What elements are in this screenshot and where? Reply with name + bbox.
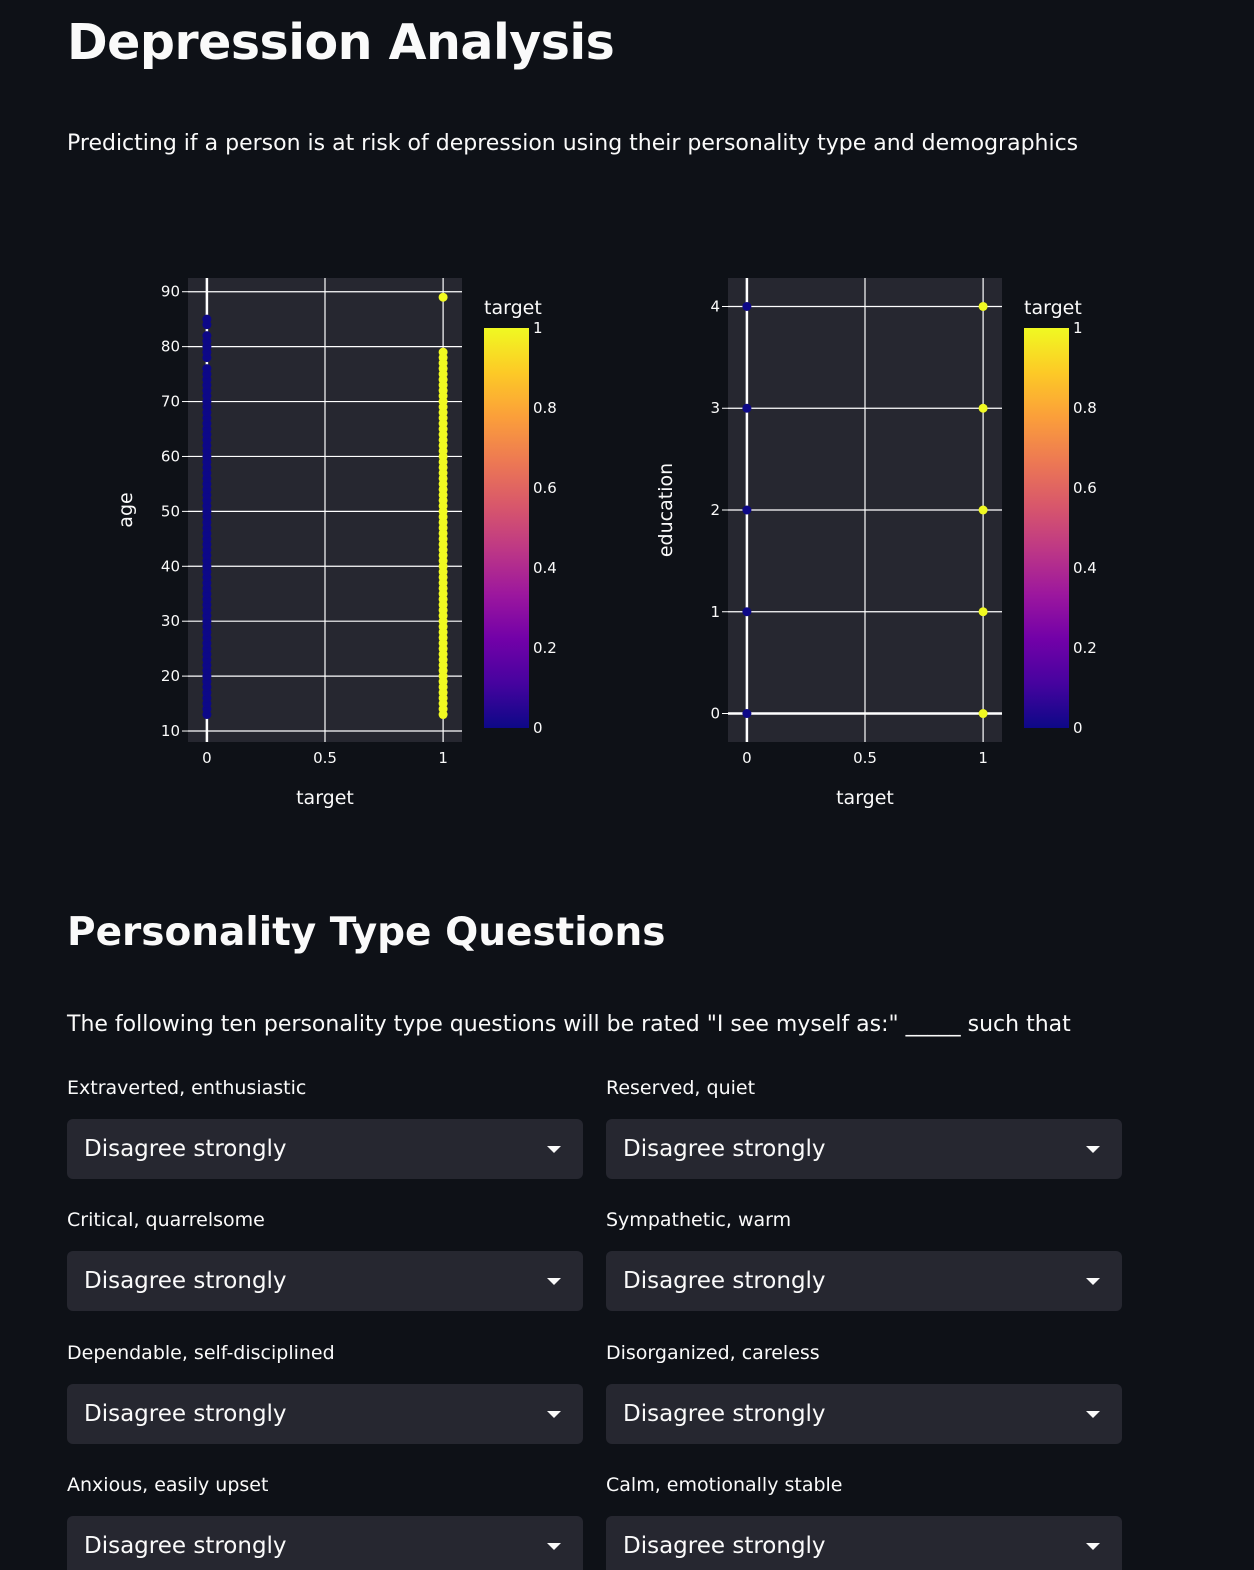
data-point: [978, 607, 988, 617]
select-calm[interactable]: Disagree strongly: [606, 1516, 1122, 1570]
x-tick-label: 1: [438, 749, 448, 767]
x-tick-label: 1: [978, 749, 988, 767]
x-axis-title: target: [836, 787, 894, 809]
page-subtitle: Predicting if a person is at risk of dep…: [67, 131, 1079, 156]
colorbar-tick-label: 0.8: [1073, 399, 1097, 417]
y-tick-label: 50: [161, 502, 180, 520]
question-label-calm: Calm, emotionally stable: [606, 1474, 843, 1496]
personality-intro: The following ten personality type quest…: [67, 1012, 1071, 1037]
select-sympathetic[interactable]: Disagree strongly: [606, 1251, 1122, 1311]
chevron-down-icon[interactable]: [547, 1411, 561, 1418]
select-reserved[interactable]: Disagree strongly: [606, 1119, 1122, 1179]
question-label-dependable: Dependable, self-disciplined: [67, 1342, 335, 1364]
data-point: [742, 403, 752, 413]
select-value: Disagree strongly: [84, 1401, 287, 1427]
chevron-down-icon[interactable]: [1086, 1146, 1100, 1153]
y-tick-label: 10: [161, 722, 180, 740]
y-tick-label: 2: [710, 501, 720, 519]
data-point: [978, 505, 988, 515]
personality-heading: Personality Type Questions: [67, 910, 666, 955]
data-point: [742, 709, 752, 719]
select-dependable[interactable]: Disagree strongly: [67, 1384, 583, 1444]
y-axis-title: education: [655, 463, 677, 557]
y-tick-label: 0: [710, 705, 720, 723]
data-point: [742, 607, 752, 617]
y-tick-label: 3: [710, 399, 720, 417]
education-scatter-chart[interactable]: 0 0.5 1 0 1 2 3 4 target education target 0 0.2 0.4 0.…: [640, 250, 1120, 834]
data-point: [202, 364, 212, 374]
age-scatter-chart[interactable]: 0 0.5 1 10 20 30 40 50 60 70 80 90 target age target 0 0…: [100, 250, 580, 834]
select-value: Disagree strongly: [623, 1533, 826, 1559]
data-point: [438, 292, 448, 302]
x-tick-label: 0: [202, 749, 212, 767]
colorbar-tick-label: 0.6: [533, 479, 557, 497]
select-value: Disagree strongly: [623, 1268, 826, 1294]
age-scatter-svg[interactable]: 0 0.5 1 10 20 30 40 50 60 70 80 90 target age target 0 0…: [100, 250, 580, 830]
colorbar: [484, 328, 529, 728]
chevron-down-icon[interactable]: [1086, 1278, 1100, 1285]
y-axis-title: age: [115, 492, 137, 527]
question-label-anxious: Anxious, easily upset: [67, 1474, 269, 1496]
data-point: [978, 403, 988, 413]
colorbar-tick-label: 0: [533, 719, 543, 737]
select-extraverted[interactable]: Disagree strongly: [67, 1119, 583, 1179]
colorbar-tick-label: 0.4: [533, 559, 557, 577]
colorbar-tick-label: 1: [533, 319, 543, 337]
colorbar: [1024, 328, 1069, 728]
select-value: Disagree strongly: [623, 1136, 826, 1162]
question-label-critical: Critical, quarrelsome: [67, 1209, 265, 1231]
colorbar-tick-label: 0.4: [1073, 559, 1097, 577]
data-point: [202, 331, 212, 341]
colorbar-tick-label: 1: [1073, 319, 1083, 337]
question-label-disorganized: Disorganized, careless: [606, 1342, 820, 1364]
colorbar-title: target: [484, 297, 542, 319]
colorbar-tick-label: 0: [1073, 719, 1083, 737]
y-tick-label: 80: [161, 338, 180, 356]
colorbar-tick-label: 0.6: [1073, 479, 1097, 497]
x-tick-label: 0.5: [313, 749, 337, 767]
select-critical[interactable]: Disagree strongly: [67, 1251, 583, 1311]
chevron-down-icon[interactable]: [1086, 1411, 1100, 1418]
data-point: [742, 301, 752, 311]
select-value: Disagree strongly: [84, 1533, 287, 1559]
chevron-down-icon[interactable]: [547, 1146, 561, 1153]
data-point: [202, 314, 212, 324]
chevron-down-icon[interactable]: [1086, 1543, 1100, 1550]
select-value: Disagree strongly: [84, 1136, 287, 1162]
colorbar-title: target: [1024, 297, 1082, 319]
data-point: [438, 347, 448, 357]
x-axis-title: target: [296, 787, 354, 809]
colorbar-tick-label: 0.8: [533, 399, 557, 417]
select-value: Disagree strongly: [84, 1268, 287, 1294]
y-tick-label: 60: [161, 447, 180, 465]
education-scatter-svg[interactable]: 0 0.5 1 0 1 2 3 4 target education target 0 0.2 0.4 0.…: [640, 250, 1120, 830]
colorbar-tick-label: 0.2: [533, 639, 557, 657]
data-point: [978, 709, 988, 719]
select-disorganized[interactable]: Disagree strongly: [606, 1384, 1122, 1444]
y-tick-label: 20: [161, 667, 180, 685]
page-title: Depression Analysis: [67, 14, 615, 71]
y-tick-label: 70: [161, 393, 180, 411]
y-tick-label: 30: [161, 612, 180, 630]
x-tick-label: 0: [742, 749, 752, 767]
select-anxious[interactable]: Disagree strongly: [67, 1516, 583, 1570]
y-tick-label: 4: [710, 297, 720, 315]
question-label-reserved: Reserved, quiet: [606, 1077, 756, 1099]
colorbar-tick-label: 0.2: [1073, 639, 1097, 657]
x-tick-label: 0.5: [853, 749, 877, 767]
question-label-extraverted: Extraverted, enthusiastic: [67, 1077, 307, 1099]
chevron-down-icon[interactable]: [547, 1543, 561, 1550]
chevron-down-icon[interactable]: [547, 1278, 561, 1285]
data-point: [742, 505, 752, 515]
y-tick-label: 1: [710, 603, 720, 621]
select-value: Disagree strongly: [623, 1401, 826, 1427]
y-tick-label: 40: [161, 557, 180, 575]
question-label-sympathetic: Sympathetic, warm: [606, 1209, 792, 1231]
data-point: [978, 301, 988, 311]
y-tick-label: 90: [161, 283, 180, 301]
